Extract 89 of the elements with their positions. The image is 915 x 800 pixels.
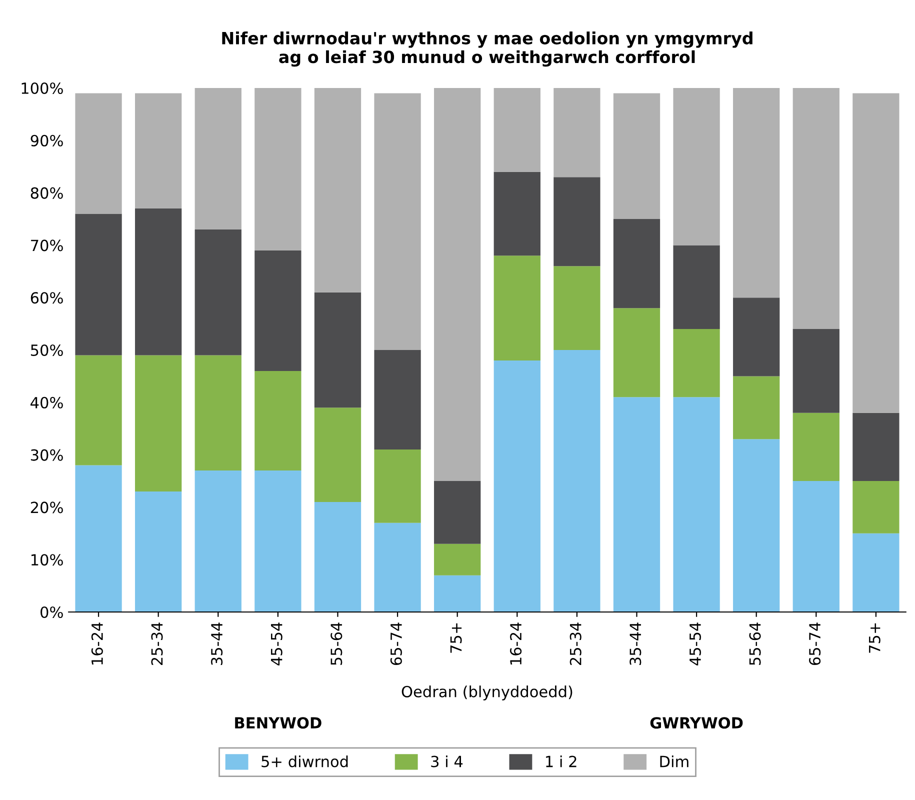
- x-axis-title: Oedran (blynyddoedd): [402, 686, 572, 700]
- bar: [75, 93, 122, 214]
- bar: [792, 88, 840, 330]
- bar: [135, 93, 182, 209]
- bar: [554, 350, 600, 612]
- x-tick-label: 25-34: [570, 622, 582, 665]
- bar: [374, 522, 421, 612]
- bar: [494, 256, 540, 360]
- bar: [254, 470, 302, 612]
- text: GWRYWOD: [650, 717, 743, 729]
- bar: [314, 502, 362, 612]
- x-tick-label: 35-44: [630, 622, 642, 665]
- x-tick-label: 16-24: [510, 622, 522, 664]
- legend-label: 3 i 4: [431, 755, 463, 768]
- x-tick-label: 45-54: [271, 622, 282, 666]
- bar: [314, 408, 362, 502]
- bar: [613, 219, 660, 308]
- text: BENYWOD: [235, 717, 322, 729]
- bar: [613, 308, 660, 398]
- x-tick-label: 75+: [869, 623, 880, 653]
- bar: [852, 481, 900, 534]
- y-tick-label: 80%: [30, 187, 63, 199]
- bar: [135, 208, 182, 356]
- bar: [314, 88, 362, 292]
- x-tick-label: 65-74: [390, 622, 402, 666]
- x-tick-label: 55-64: [330, 622, 342, 665]
- x-tick-label: 75+: [450, 623, 462, 653]
- bar: [733, 298, 780, 376]
- y-tick-label: 40%: [30, 396, 63, 408]
- bar: [374, 350, 421, 450]
- bar: [554, 177, 600, 266]
- bar: [254, 250, 302, 371]
- x-tick-label: 65-74: [809, 622, 821, 666]
- bar: [733, 88, 780, 298]
- bar: [194, 355, 242, 471]
- bar: [135, 491, 182, 612]
- y-tick-label: 90%: [30, 134, 63, 146]
- y-tick-label: 50%: [30, 344, 63, 356]
- bar: [434, 544, 481, 576]
- bar: [494, 172, 540, 256]
- y-tick-label: 10%: [31, 554, 63, 566]
- chart-title: Nifer diwrnodau'r wythnos y mae oedolion yn ymgymryd ag o leiaf 30 munud o weithgarwch corfforol: [222, 32, 752, 67]
- bar: [314, 292, 362, 408]
- bar: [792, 481, 840, 612]
- bar: [75, 465, 122, 612]
- bar: [254, 370, 302, 471]
- x-tick-label: 16-24: [91, 622, 103, 664]
- y-tick-label: 30%: [30, 449, 63, 461]
- bar: [254, 88, 302, 250]
- bar: [852, 533, 900, 612]
- bar: [434, 481, 481, 544]
- y-tick-label: 0%: [40, 606, 63, 618]
- bar: [792, 412, 840, 481]
- bar: [135, 355, 182, 492]
- bar: [194, 470, 242, 612]
- bar: [673, 88, 720, 246]
- bar: [613, 397, 660, 612]
- bar: [75, 214, 122, 356]
- bar: [852, 412, 900, 481]
- bar: [434, 88, 481, 481]
- bar: [554, 88, 600, 178]
- bar: [673, 397, 720, 612]
- bar: [434, 575, 481, 612]
- bar: [194, 229, 242, 356]
- y-tick-label: 60%: [30, 292, 63, 304]
- bar: [792, 329, 840, 413]
- y-tick-label: 70%: [31, 240, 63, 252]
- bar: [554, 266, 600, 350]
- bar: [75, 355, 122, 466]
- bar: [494, 360, 540, 612]
- y-tick-label: 100%: [22, 82, 63, 94]
- y-tick-label: 20%: [30, 502, 63, 514]
- x-tick-label: 45-54: [690, 622, 701, 666]
- legend-label: Dim: [660, 755, 688, 768]
- legend-label: 5+ diwrnod: [262, 755, 348, 768]
- bar: [613, 93, 660, 219]
- bar: [494, 88, 540, 172]
- x-tick-label: 55-64: [749, 622, 761, 665]
- bar: [852, 93, 900, 413]
- x-tick-label: 25-34: [151, 622, 163, 665]
- x-tick-label: 35-44: [211, 622, 223, 665]
- bar: [673, 329, 720, 398]
- bar: [673, 245, 720, 330]
- bar: [194, 88, 242, 230]
- bar: [374, 93, 421, 350]
- bar: [733, 439, 780, 612]
- bar: [733, 376, 780, 440]
- bar: [374, 450, 421, 523]
- legend-label: 1 i 2: [546, 755, 576, 768]
